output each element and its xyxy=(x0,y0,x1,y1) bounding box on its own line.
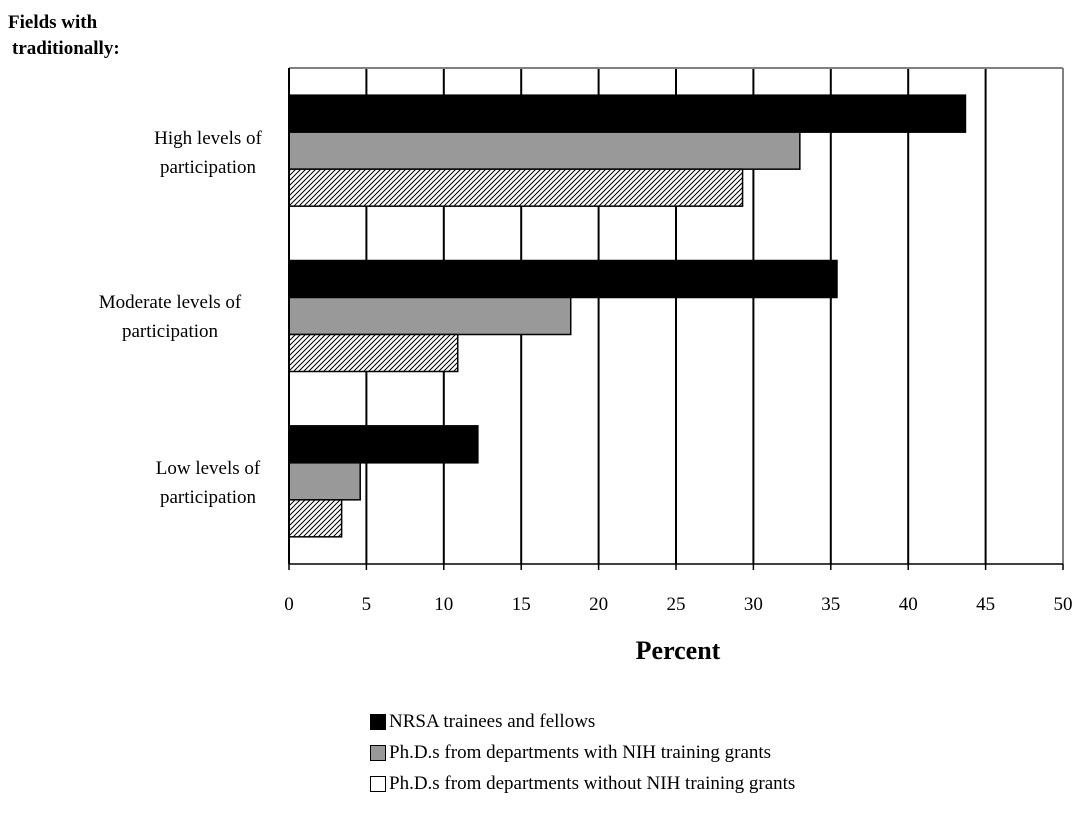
legend-item-without-grants: Ph.D.s from departments without NIH trai… xyxy=(370,768,795,799)
category-label-line: Low levels of xyxy=(155,458,261,479)
legend-label: Ph.D.s from departments with NIH trainin… xyxy=(389,741,772,763)
category-label-line: participation xyxy=(121,321,219,342)
x-tick-label: 5 xyxy=(362,594,372,615)
bar-without-grants xyxy=(288,168,744,207)
bar-nrsa xyxy=(288,94,967,133)
group-title: Fields with traditionally: xyxy=(8,10,120,62)
legend-swatch xyxy=(370,713,386,730)
x-tick-label: 20 xyxy=(589,594,608,615)
category-label-moderate: Moderate levels of participation xyxy=(70,288,270,346)
bar-with-grants xyxy=(288,296,572,336)
category-label-line: Moderate levels of xyxy=(98,292,242,313)
category-label-line: High levels of xyxy=(154,128,262,149)
legend-swatch xyxy=(370,775,386,792)
bar-nrsa xyxy=(288,425,479,464)
bar-without-grants xyxy=(288,333,459,373)
category-label-line: participation xyxy=(159,487,257,508)
x-tick-label: 40 xyxy=(899,594,918,615)
bar-with-grants xyxy=(288,462,361,501)
x-tick-label: 25 xyxy=(667,594,686,615)
x-tick-label: 0 xyxy=(284,594,294,615)
legend-swatch xyxy=(370,744,386,761)
legend-label: Ph.D.s from departments without NIH trai… xyxy=(389,772,796,794)
legend-item-with-grants: Ph.D.s from departments with NIH trainin… xyxy=(370,737,795,768)
legend: NRSA trainees and fellows Ph.D.s from de… xyxy=(370,706,795,799)
legend-item-nrsa: NRSA trainees and fellows xyxy=(370,706,795,737)
x-tick-label: 45 xyxy=(976,594,995,615)
bar-nrsa xyxy=(288,259,838,299)
category-label-line: participation xyxy=(159,157,257,178)
x-tick-label: 35 xyxy=(821,594,840,615)
x-axis-title: Percent xyxy=(635,636,721,665)
x-tick-label: 15 xyxy=(512,594,531,615)
x-tick-label: 50 xyxy=(1054,594,1073,615)
x-tick-label: 30 xyxy=(744,594,763,615)
bar-without-grants xyxy=(288,499,343,538)
category-label-high: High levels of participation xyxy=(118,124,298,182)
legend-label: NRSA trainees and fellows xyxy=(389,710,596,732)
category-label-low: Low levels of participation xyxy=(118,454,298,512)
bar-with-grants xyxy=(288,131,801,170)
x-tick-label: 10 xyxy=(434,594,453,615)
group-title-line-1: Fields with xyxy=(8,12,98,33)
group-title-line-2: traditionally: xyxy=(12,38,120,59)
